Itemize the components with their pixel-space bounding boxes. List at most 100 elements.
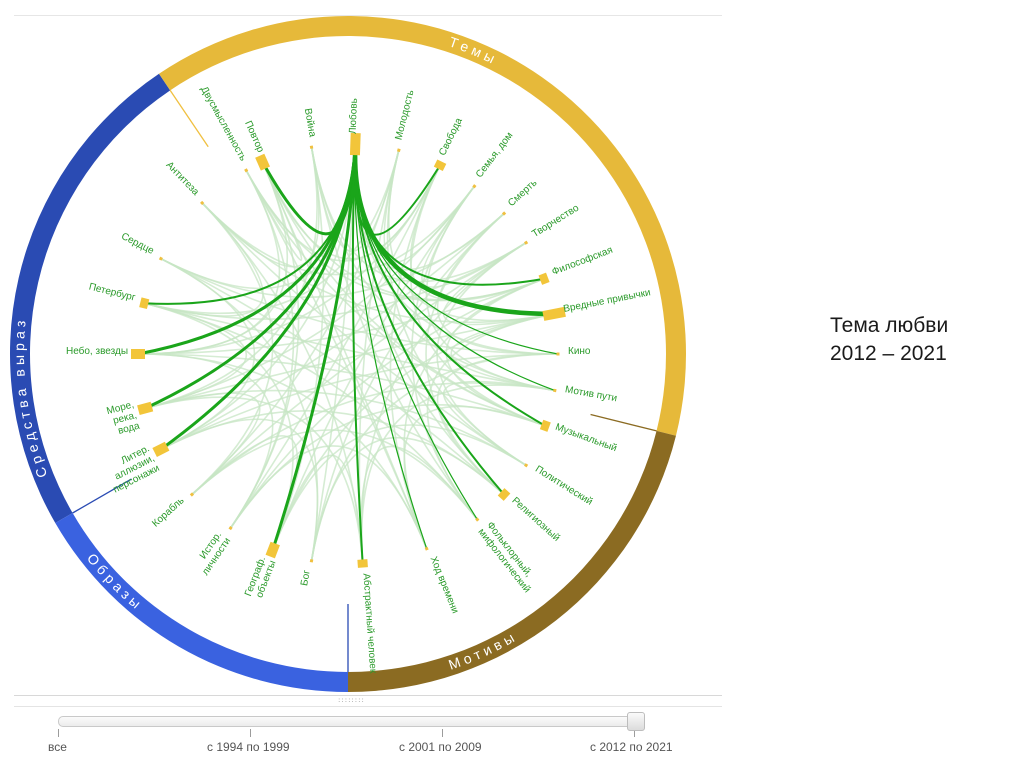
node-labels: Повтор Война Любовь Молодость Свобода Семья, … xyxy=(66,85,652,675)
slider-tick xyxy=(58,729,59,737)
node-marker-13[interactable] xyxy=(524,463,529,468)
slider-track[interactable] xyxy=(58,716,644,727)
node-marker-7[interactable] xyxy=(524,240,529,245)
node-marker-2[interactable] xyxy=(349,132,361,156)
node-marker-22[interactable] xyxy=(152,441,170,457)
background-link xyxy=(201,185,476,276)
node-marker-15[interactable] xyxy=(475,517,480,522)
node-label-4[interactable]: Свобода xyxy=(436,116,465,158)
node-label-21[interactable]: Корабль xyxy=(150,495,187,530)
node-label-14[interactable]: Религиозный xyxy=(509,495,561,544)
node-marker-12[interactable] xyxy=(539,419,551,432)
node-label-28[interactable]: Двусмысленность xyxy=(198,85,248,163)
node-label-6[interactable]: Смерть xyxy=(506,178,539,209)
node-marker-5[interactable] xyxy=(472,184,477,189)
panel-divider-lower xyxy=(14,706,722,707)
group-separator xyxy=(169,90,209,148)
node-label-16[interactable]: Ход времени xyxy=(428,555,461,615)
group-ring xyxy=(9,16,686,692)
node-label-0[interactable]: Повтор xyxy=(242,119,266,154)
node-marker-24[interactable] xyxy=(131,349,145,359)
slider-tick xyxy=(634,729,635,737)
node-label-19[interactable]: Географ.объекты xyxy=(242,555,278,602)
node-marker-26[interactable] xyxy=(158,256,163,261)
group-separators xyxy=(72,90,657,672)
node-label-10[interactable]: Кино xyxy=(568,346,591,357)
panel-divider xyxy=(14,695,722,696)
background-link xyxy=(191,202,274,496)
node-label-1[interactable]: Война xyxy=(302,107,318,138)
background-link xyxy=(160,212,505,451)
node-label-5[interactable]: Семья, дом xyxy=(474,130,515,180)
link-19 xyxy=(271,144,357,551)
tick-label-1994-1999[interactable]: с 1994 по 1999 xyxy=(207,740,290,754)
node-label-22[interactable]: Литер.аллюзии,персонажи xyxy=(101,443,161,495)
node-label-13[interactable]: Политический xyxy=(533,464,594,508)
node-label-20[interactable]: Истор.личности xyxy=(191,530,233,578)
background-link xyxy=(425,212,505,496)
ring-arc-2[interactable] xyxy=(348,430,676,692)
node-marker-10[interactable] xyxy=(556,352,560,356)
node-label-11[interactable]: Мотив пути xyxy=(564,384,618,404)
node-label-26[interactable]: Сердце xyxy=(119,231,156,257)
node-label-24[interactable]: Небо, звезды xyxy=(66,345,128,357)
node-marker-16[interactable] xyxy=(424,546,429,551)
node-label-25[interactable]: Петербург xyxy=(88,281,137,304)
background-link xyxy=(144,202,264,317)
background-link xyxy=(144,396,364,564)
background-link xyxy=(144,302,248,410)
node-marker-14[interactable] xyxy=(497,488,511,501)
node-label-23[interactable]: Море,река,вода xyxy=(105,399,141,438)
node-marker-1[interactable] xyxy=(309,145,314,149)
node-label-7[interactable]: Творчество xyxy=(530,202,581,240)
node-marker-27[interactable] xyxy=(200,200,205,206)
tick-label-2001-2009[interactable]: с 2001 по 2009 xyxy=(399,740,482,754)
background-links xyxy=(137,144,559,564)
node-marker-20[interactable] xyxy=(228,526,233,531)
node-marker-9[interactable] xyxy=(542,306,566,321)
background-link xyxy=(144,302,555,392)
node-marker-6[interactable] xyxy=(501,211,507,216)
ring-arc-0[interactable] xyxy=(9,73,171,523)
chord-diagram: Повтор Война Любовь Молодость Свобода Семья, … xyxy=(9,16,686,692)
node-label-9[interactable]: Вредные привычки xyxy=(562,287,651,315)
slider-tick xyxy=(250,729,251,737)
node-marker-11[interactable] xyxy=(553,388,557,393)
slide-caption: Тема любви 2012 – 2021 xyxy=(830,312,948,368)
group-separator xyxy=(590,413,657,432)
node-label-18[interactable]: Бог xyxy=(299,569,313,587)
node-label-12[interactable]: Музыкальный xyxy=(554,422,619,454)
node-label-27[interactable]: Антитеза xyxy=(164,160,202,198)
node-marker-28[interactable] xyxy=(244,168,249,173)
node-label-8[interactable]: Философская xyxy=(550,244,614,278)
node-marker-23[interactable] xyxy=(137,401,154,415)
node-label-15[interactable]: Фольклорный,мифологический xyxy=(476,520,541,595)
ring-arc-1[interactable] xyxy=(158,16,686,436)
node-marker-8[interactable] xyxy=(538,272,550,285)
resize-grip[interactable]: :::::::: xyxy=(338,696,365,704)
node-label-17[interactable]: Абстрактный человек xyxy=(360,573,379,674)
ring-arc-3[interactable] xyxy=(55,513,348,692)
node-marker-21[interactable] xyxy=(189,492,195,497)
slider-handle[interactable] xyxy=(627,712,645,731)
node-marker-25[interactable] xyxy=(139,297,150,310)
tick-label-2012-2021[interactable]: с 2012 по 2021 xyxy=(590,740,673,754)
background-link xyxy=(160,257,505,496)
background-link xyxy=(144,392,261,496)
node-marker-18[interactable] xyxy=(309,559,314,563)
background-link xyxy=(137,169,281,355)
node-marker-0[interactable] xyxy=(255,153,271,171)
background-link xyxy=(229,164,441,529)
link-25 xyxy=(144,144,357,305)
node-label-3[interactable]: Молодость xyxy=(393,89,416,141)
node-marker-4[interactable] xyxy=(433,159,447,172)
node-marker-3[interactable] xyxy=(396,148,401,153)
link-17 xyxy=(351,144,364,564)
node-markers xyxy=(131,132,566,568)
background-link xyxy=(160,212,505,298)
node-label-2[interactable]: Любовь xyxy=(347,98,360,134)
background-link xyxy=(310,436,505,561)
node-marker-17[interactable] xyxy=(357,559,368,568)
node-marker-19[interactable] xyxy=(265,541,280,559)
tick-label-all[interactable]: все xyxy=(48,740,67,754)
